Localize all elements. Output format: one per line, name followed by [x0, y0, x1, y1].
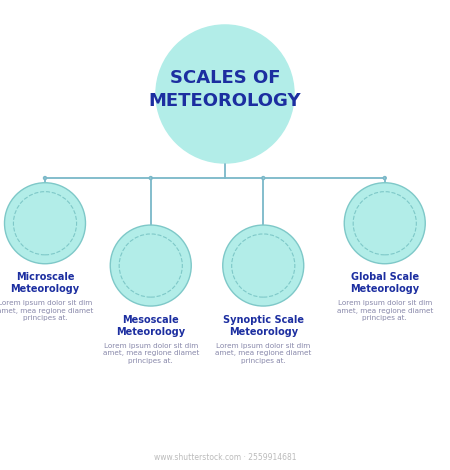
Ellipse shape	[110, 225, 191, 306]
Text: SCALES OF
METEOROLOGY: SCALES OF METEOROLOGY	[148, 69, 302, 110]
Text: Lorem ipsum dolor sit dim
amet, mea regione diamet
principes at.: Lorem ipsum dolor sit dim amet, mea regi…	[337, 300, 433, 321]
Text: Global Scale
Meteorology: Global Scale Meteorology	[350, 272, 419, 294]
Ellipse shape	[223, 225, 304, 306]
Text: Mesoscale
Meteorology: Mesoscale Meteorology	[116, 314, 185, 337]
Text: Lorem ipsum dolor sit dim
amet, mea regione diamet
principes at.: Lorem ipsum dolor sit dim amet, mea regi…	[103, 343, 199, 364]
Ellipse shape	[44, 177, 46, 180]
Ellipse shape	[4, 183, 86, 264]
Ellipse shape	[155, 24, 295, 164]
Text: Lorem ipsum dolor sit dim
amet, mea regione diamet
principes at.: Lorem ipsum dolor sit dim amet, mea regi…	[0, 300, 93, 321]
Text: www.shutterstock.com · 2559914681: www.shutterstock.com · 2559914681	[154, 453, 296, 462]
Text: Microscale
Meteorology: Microscale Meteorology	[10, 272, 80, 294]
Ellipse shape	[262, 177, 265, 180]
Ellipse shape	[344, 183, 425, 264]
Ellipse shape	[149, 177, 152, 180]
Text: Synoptic Scale
Meteorology: Synoptic Scale Meteorology	[223, 314, 304, 337]
Ellipse shape	[383, 177, 386, 180]
Text: Lorem ipsum dolor sit dim
amet, mea regione diamet
principes at.: Lorem ipsum dolor sit dim amet, mea regi…	[215, 343, 311, 364]
